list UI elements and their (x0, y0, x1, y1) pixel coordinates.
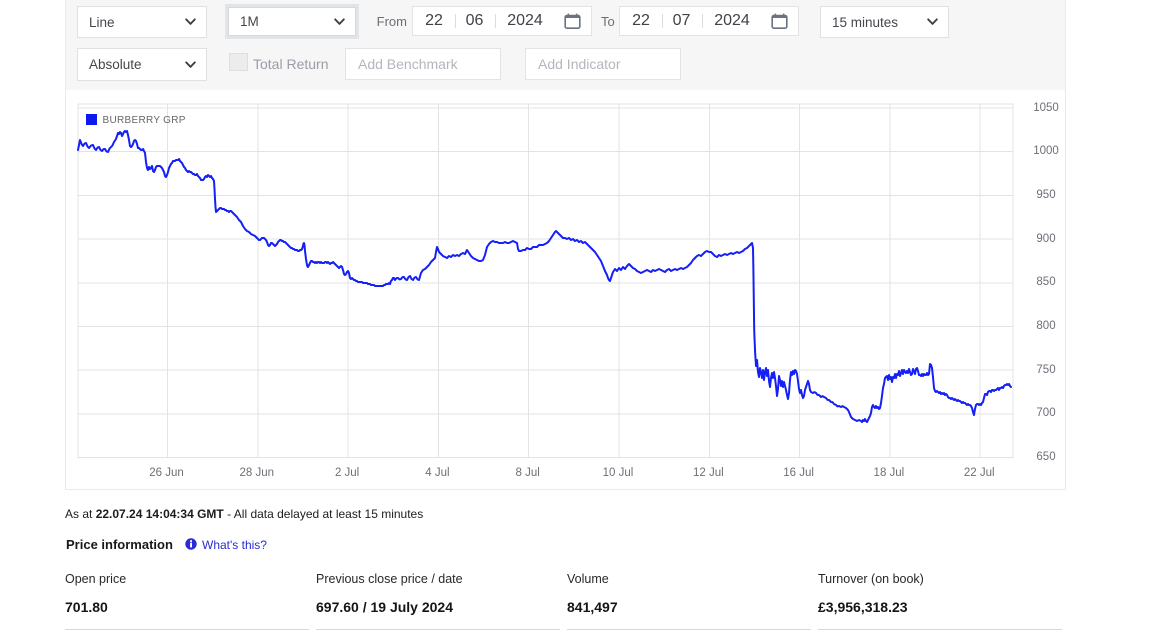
svg-text:BURBERRY GRP: BURBERRY GRP (103, 115, 186, 126)
